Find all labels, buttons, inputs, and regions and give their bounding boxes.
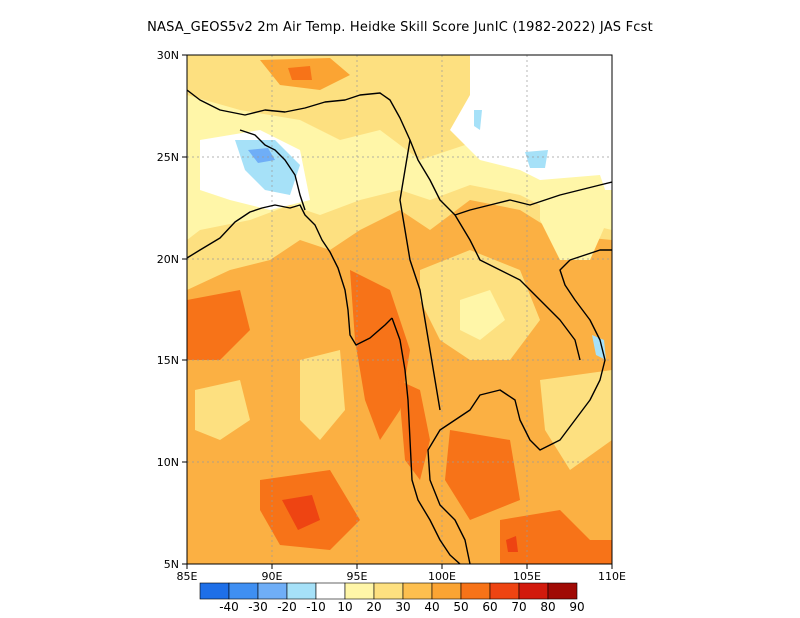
- axis-ticks: [182, 54, 613, 569]
- colorbar-label: -30: [248, 600, 268, 614]
- field-gulf-dark: [445, 430, 520, 520]
- colorbar-swatch: [344, 582, 375, 600]
- colorbar-label: 50: [453, 600, 468, 614]
- colorbar-swatch: [518, 582, 549, 600]
- colorbar-swatch: [373, 582, 404, 600]
- lon-tick-label: 100E: [428, 570, 456, 583]
- field-andaman-light: [300, 350, 345, 440]
- colorbar-label: 80: [540, 600, 555, 614]
- gridlines: [187, 55, 612, 564]
- colorbar-label: 30: [395, 600, 410, 614]
- colorbar-swatch: [402, 582, 433, 600]
- border-laos: [454, 214, 581, 361]
- field-coast-dark: [398, 380, 430, 480]
- field-myanmar-dark: [350, 270, 410, 440]
- colorbar-swatch: [199, 582, 230, 600]
- colorbar-swatch: [489, 582, 520, 600]
- field-tibet-dark: [288, 66, 312, 80]
- lat-tick-label: 20N: [157, 253, 179, 266]
- field-thai-pale: [460, 290, 505, 340]
- coast-myanmar-south: [391, 317, 461, 564]
- colorbar-swatch: [315, 582, 346, 600]
- coastlines: [187, 89, 612, 564]
- field-bangladesh-blue2: [248, 148, 275, 163]
- field-bay-light: [195, 380, 250, 440]
- field-spot-dark1: [506, 536, 518, 552]
- colorbar-label: 60: [482, 600, 497, 614]
- field-se-dark: [500, 510, 612, 564]
- skill-field: [187, 55, 612, 564]
- chart-title: NASA_GEOS5v2 2m Air Temp. Heidke Skill S…: [147, 20, 653, 35]
- border-bangladesh: [239, 129, 306, 211]
- lat-labels: 5N 10N 15N 20N 25N 30N: [157, 49, 179, 571]
- lon-tick-label: 85E: [177, 570, 198, 583]
- lat-tick-label: 30N: [157, 49, 179, 62]
- coast-gulf: [427, 249, 612, 564]
- field-blue-spot2: [474, 110, 482, 130]
- colorbar-label: -10: [306, 600, 326, 614]
- colorbar-swatch: [431, 582, 462, 600]
- lat-tick-label: 5N: [164, 558, 179, 571]
- field-south-darker: [282, 495, 320, 530]
- field-blue-spot1: [525, 150, 548, 168]
- map-frame: [186, 54, 613, 565]
- colorbar-swatch: [228, 582, 259, 600]
- field-bay-dark: [187, 290, 250, 360]
- colorbar-label: 20: [366, 600, 381, 614]
- border-myanmar-thai: [399, 139, 441, 411]
- colorbar-swatch: [286, 582, 317, 600]
- lon-labels: 85E 90E 95E 100E 105E 110E: [177, 570, 626, 583]
- field-se-light: [540, 370, 612, 470]
- colorbar-swatch: [547, 582, 578, 600]
- colorbar-label: -40: [219, 600, 239, 614]
- field-blue-spot3: [592, 335, 606, 360]
- lat-tick-label: 25N: [157, 151, 179, 164]
- lon-tick-label: 110E: [598, 570, 626, 583]
- colorbar: -40 -30 -20 -10 10 20 30 40 50 60 70 80 90: [199, 582, 585, 614]
- colorbar-label: 10: [337, 600, 352, 614]
- lat-tick-label: 10N: [157, 456, 179, 469]
- colorbar-label: -20: [277, 600, 297, 614]
- field-north-white: [450, 55, 612, 190]
- coast-india-bangladesh: [187, 204, 393, 346]
- colorbar-swatch: [460, 582, 491, 600]
- colorbar-label: 70: [511, 600, 526, 614]
- lon-tick-label: 105E: [513, 570, 541, 583]
- lat-tick-label: 15N: [157, 354, 179, 367]
- colorbar-label: 40: [424, 600, 439, 614]
- lon-tick-label: 90E: [262, 570, 283, 583]
- colorbar-label: 90: [569, 600, 584, 614]
- lon-tick-label: 95E: [347, 570, 368, 583]
- colorbar-swatch: [257, 582, 288, 600]
